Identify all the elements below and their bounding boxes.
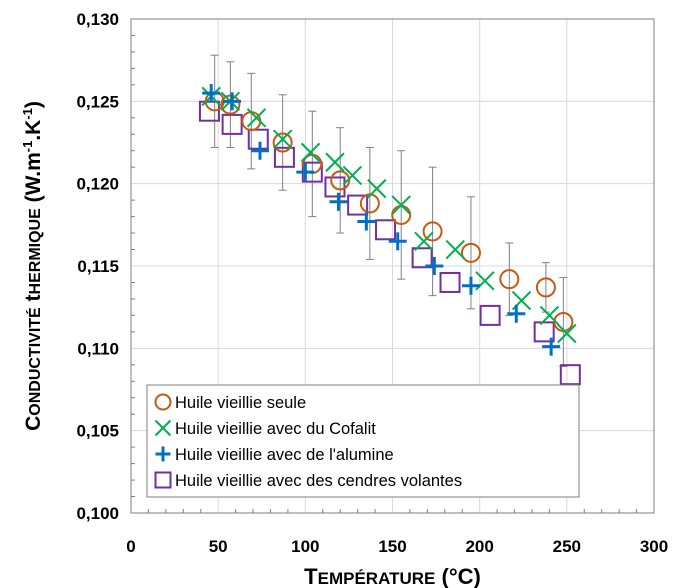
x-point: [414, 231, 434, 252]
plus-point: [296, 163, 315, 182]
legend-x-icon: [154, 419, 172, 437]
x-point: [325, 152, 345, 172]
square-point: [221, 113, 243, 135]
square-point: [559, 364, 581, 386]
legend-plus-icon: [155, 446, 171, 462]
y-tick-label: 0,110: [77, 339, 119, 358]
x-tick-label: 100: [291, 537, 319, 556]
legend-box: [146, 384, 580, 498]
legend-label: Huile vieillie avec de l'alumine: [175, 446, 394, 464]
x-point: [300, 142, 321, 163]
x-point: [342, 165, 363, 186]
error-bars: [210, 54, 568, 367]
x-point: [246, 108, 267, 128]
x-point: [539, 305, 560, 326]
legend-label: Huile vieillie avec du Cofalit: [175, 420, 376, 438]
circle-point: [272, 132, 293, 153]
legend: Huile vieillie seule Huile vieillie avec …: [146, 384, 580, 498]
x-tick-label: 250: [553, 537, 581, 556]
plus-point: [425, 257, 444, 275]
x-point: [391, 195, 411, 215]
axis-ticks: 0 50 100 150 200 250 300 0,100 0,105 0,110 0,115 0,…: [76, 10, 668, 556]
y-tick-label: 0,120: [76, 175, 119, 194]
y-tick-label: 0,125: [76, 92, 119, 111]
square-point: [273, 146, 295, 168]
data-markers: [198, 84, 581, 386]
plus-point: [329, 192, 348, 211]
y-tick-label: 0,115: [77, 257, 119, 276]
plus-point: [461, 276, 480, 295]
x-point: [367, 178, 387, 199]
x-tick-label: 200: [465, 537, 493, 556]
circle-point: [535, 277, 556, 298]
legend-circle-icon: [154, 393, 172, 411]
plot-area: [130, 18, 655, 514]
legend-square-icon: [154, 471, 172, 489]
y-tick-label: 0,105: [76, 422, 119, 441]
plus-point: [223, 92, 242, 111]
square-point: [533, 321, 555, 343]
x-point: [272, 129, 293, 149]
plus-point: [357, 212, 376, 231]
square-point: [324, 176, 346, 198]
y-tick-label: 0,130: [76, 10, 119, 29]
y-axis-title: CONDUCTIVITÉ tHERMIQUE (W.m-1.K-1): [20, 101, 45, 431]
x-point: [557, 323, 577, 344]
x-axis-title: TEMPÉRATURE (°C): [304, 564, 481, 588]
x-point: [445, 239, 465, 260]
plus-point: [388, 232, 407, 251]
square-point: [411, 247, 433, 269]
square-point: [439, 271, 461, 293]
legend-label: Huile vieillie seule: [175, 394, 306, 412]
circle-point: [220, 94, 241, 115]
square-point: [479, 304, 501, 326]
legend-label: Huile vieillie avec des cendres volantes: [175, 472, 462, 490]
square-point: [198, 100, 220, 122]
y-tick-label: 0,100: [76, 504, 119, 523]
circle-point: [330, 170, 351, 191]
square-point: [347, 194, 369, 216]
circle-point: [422, 221, 443, 242]
plus-point: [507, 304, 526, 323]
circle-point: [460, 242, 481, 263]
plus-point: [202, 84, 221, 103]
square-point: [247, 128, 269, 150]
plus-point: [542, 337, 561, 356]
plus-point: [251, 141, 270, 160]
x-tick-label: 50: [209, 537, 228, 556]
x-tick-label: 0: [126, 537, 135, 556]
square-point: [375, 219, 397, 241]
x-tick-label: 300: [640, 537, 668, 556]
circle-point: [499, 269, 520, 290]
x-tick-label: 150: [378, 537, 406, 556]
